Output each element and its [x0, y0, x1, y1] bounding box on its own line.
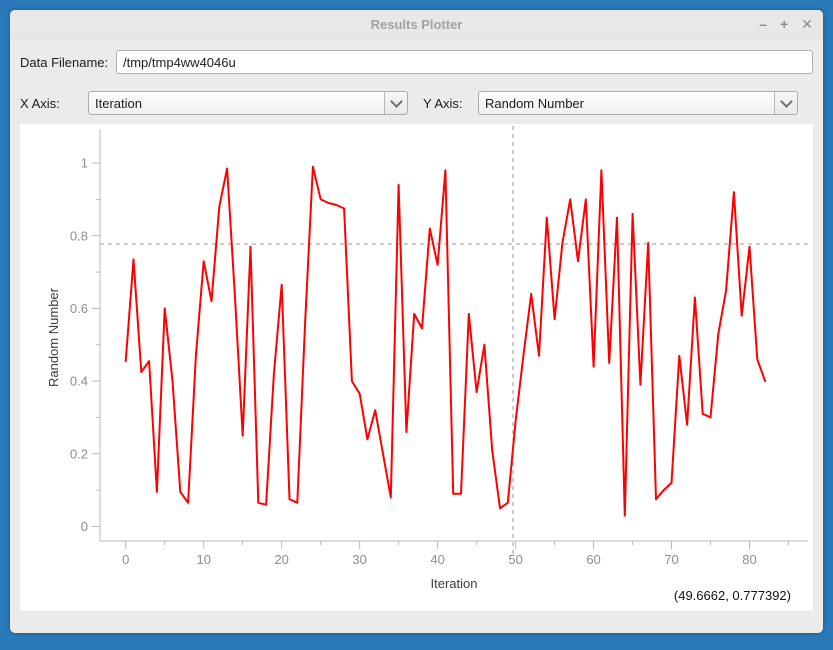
titlebar[interactable]: Results Plotter – + ✕ [10, 10, 823, 39]
x-tick-label: 10 [196, 552, 210, 567]
axis-selectors-row: X Axis: Iteration Y Axis: Random Number [20, 91, 813, 115]
plot-svg[interactable]: 00.20.40.60.810 10 20 30 40 50 60 70 80Iteration… [20, 124, 813, 611]
x-tick-label: 70 [664, 552, 678, 567]
chevron-down-icon [779, 94, 793, 108]
filename-input[interactable] [116, 50, 813, 74]
window-title: Results Plotter [370, 16, 463, 32]
x-tick-label: 80 [742, 552, 756, 567]
y-tick-label: 1 [81, 156, 88, 171]
y-tick-label: 0 [81, 519, 88, 534]
data-line [124, 165, 767, 517]
window-content: Data Filename: X Axis: Iteration Y Axis:… [10, 50, 823, 611]
y-tick-label: 0.4 [70, 374, 88, 389]
filename-row: Data Filename: [20, 50, 813, 74]
x-axis-label: X Axis: [20, 95, 60, 111]
minimize-icon[interactable]: – [759, 16, 768, 32]
y-axis-title: Random Number [46, 287, 61, 387]
cursor-coordinates-readout: (49.6662, 0.777392) [673, 588, 791, 603]
x-tick-label: 50 [508, 552, 522, 567]
y-axis-select[interactable]: Random Number [478, 91, 798, 115]
close-icon[interactable]: ✕ [801, 16, 813, 32]
y-axis-dropdown-button[interactable] [774, 92, 797, 114]
chevron-down-icon [389, 94, 403, 108]
maximize-icon[interactable]: + [780, 16, 789, 32]
x-axis-title: Iteration [431, 576, 478, 591]
x-tick-label: 20 [274, 552, 288, 567]
x-axis-select[interactable]: Iteration [88, 91, 408, 115]
y-tick-label: 0.8 [70, 228, 88, 243]
plot-area[interactable]: 0 0.2 0.4 0.6 0.8 1 0 10 20 30 40 50 60 70 80 Iteration… [20, 124, 813, 611]
y-axis-selected-value: Random Number [485, 95, 584, 111]
x-tick-label: 30 [352, 552, 366, 567]
x-axis-selected-value: Iteration [95, 95, 142, 111]
x-tick-label: 0 [122, 552, 129, 567]
window-controls: – + ✕ [759, 10, 813, 38]
y-axis-label: Y Axis: [423, 95, 463, 111]
y-tick-label: 0.2 [70, 446, 88, 461]
x-axis-dropdown-button[interactable] [384, 92, 407, 114]
x-tick-label: 60 [586, 552, 600, 567]
y-tick-label: 0.6 [70, 301, 88, 316]
x-tick-label: 40 [430, 552, 444, 567]
results-plotter-window: Results Plotter – + ✕ Data Filename: X A… [10, 10, 823, 633]
filename-label: Data Filename: [20, 54, 109, 70]
